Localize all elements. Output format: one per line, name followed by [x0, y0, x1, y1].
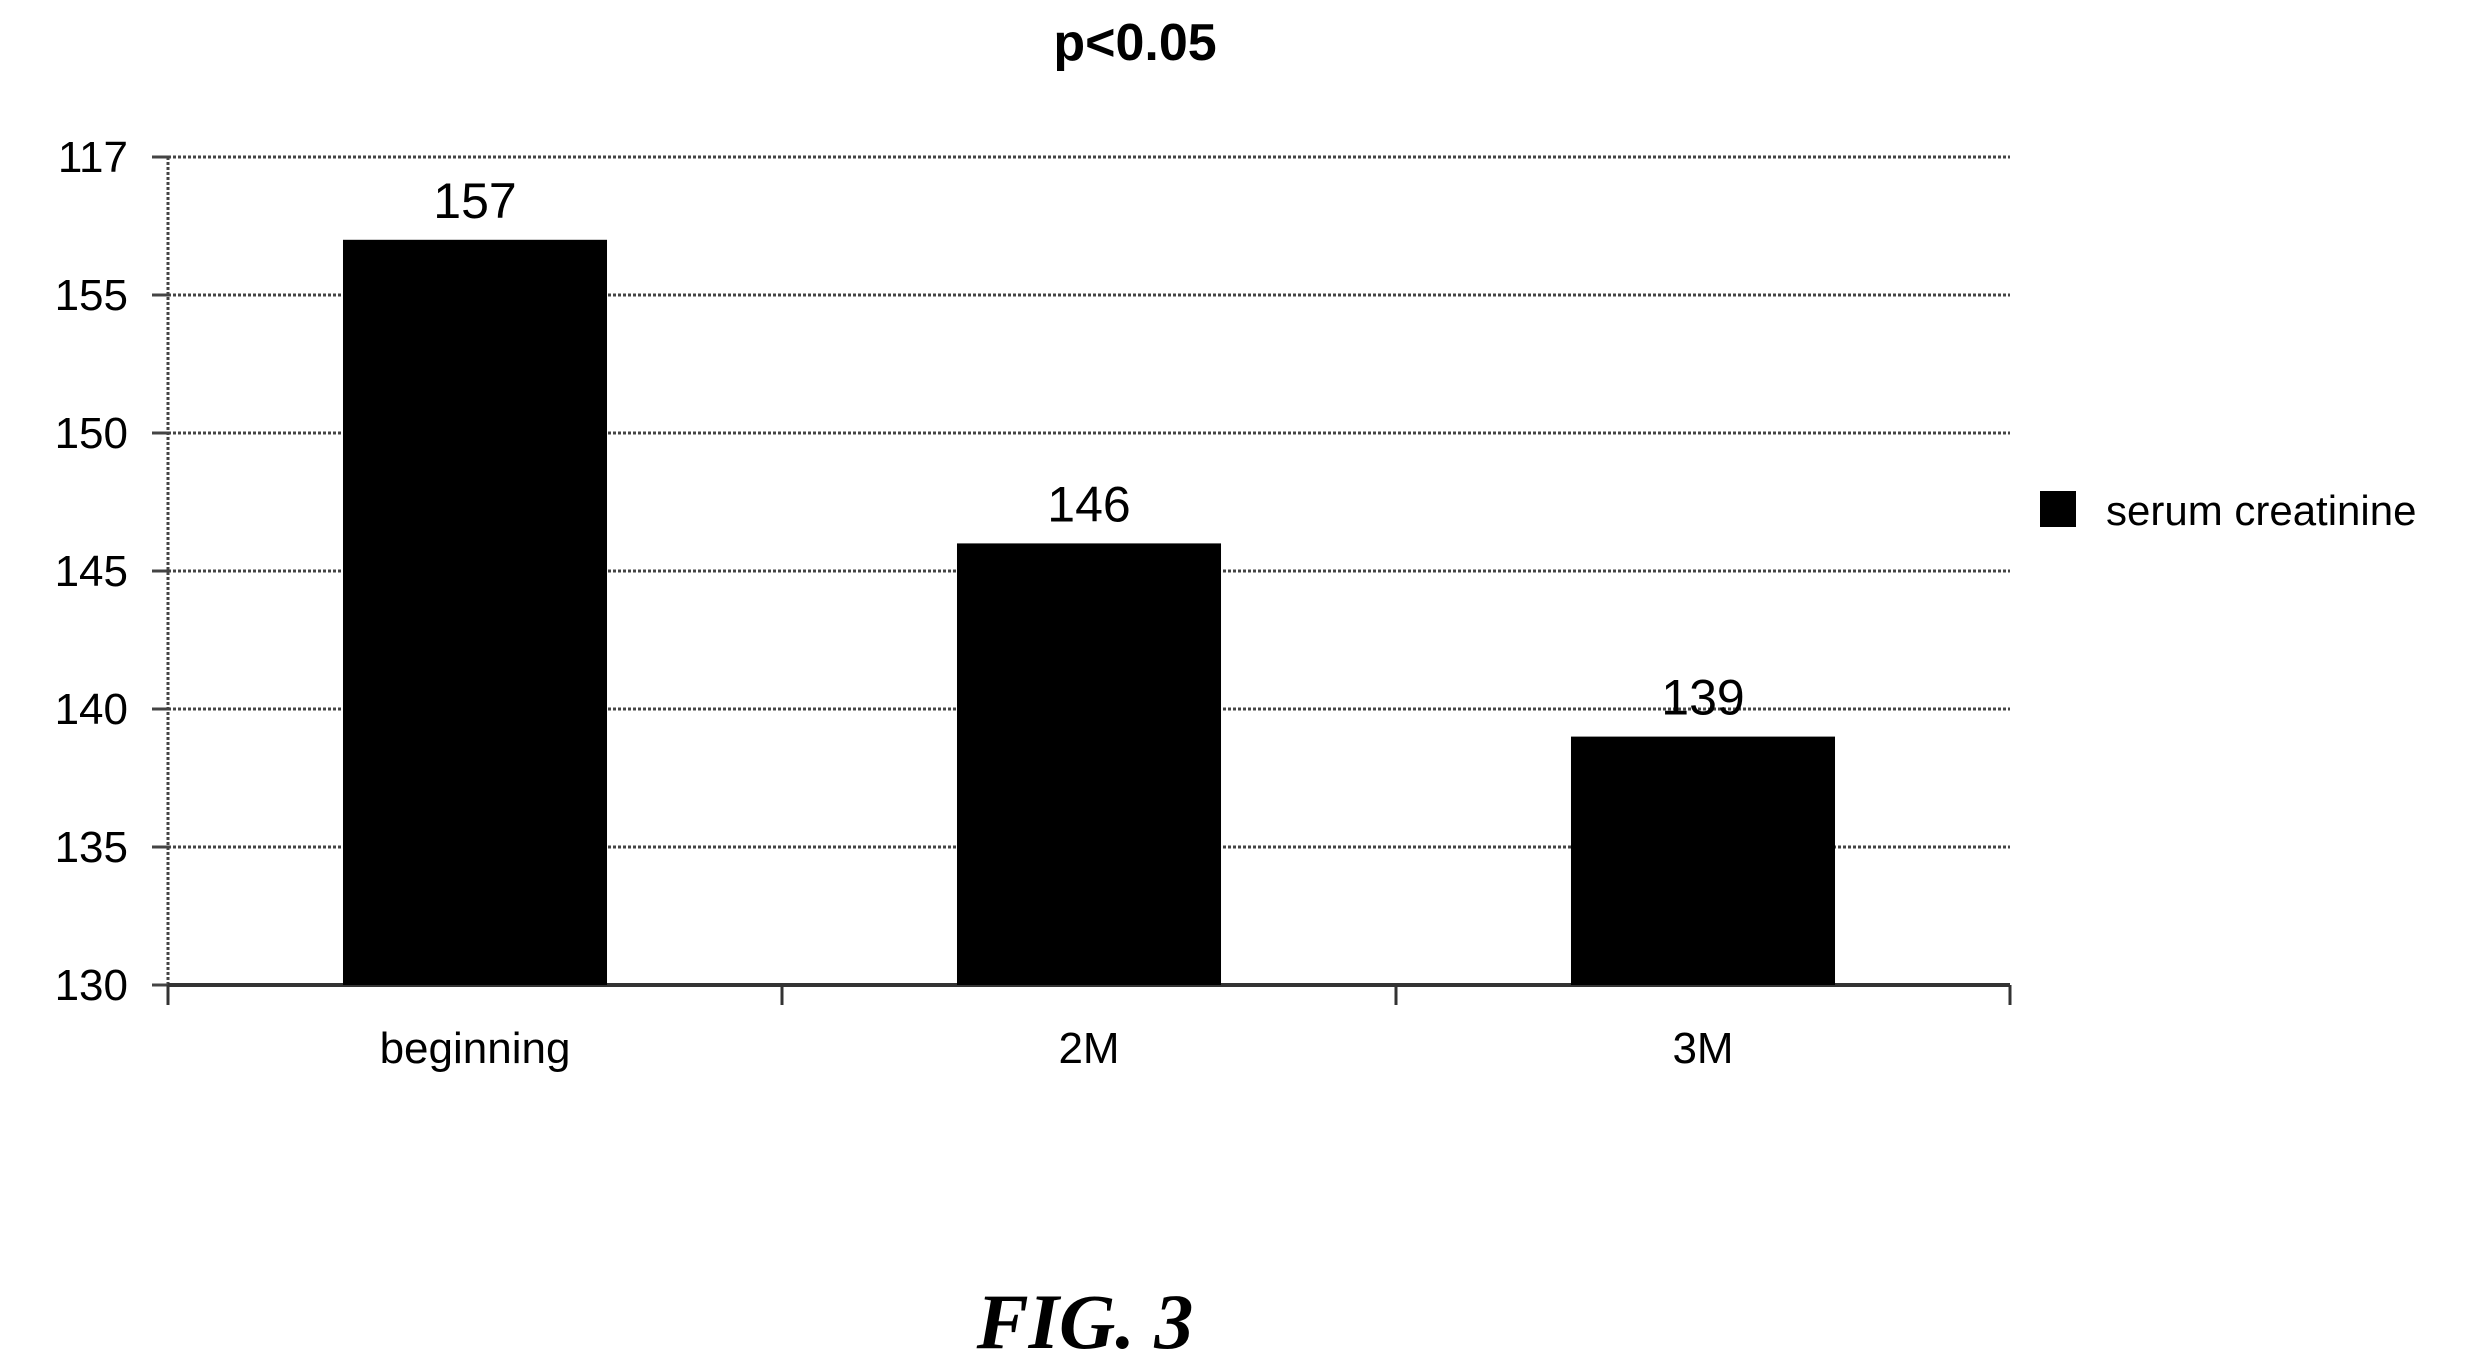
y-axis-tick-labels: 130 135 140 145 150 155 117: [55, 133, 128, 1010]
x-tick-label: beginning: [380, 1024, 571, 1073]
y-tick-label: 155: [55, 271, 128, 320]
x-tick-label: 3M: [1672, 1024, 1733, 1073]
data-label: 146: [1047, 476, 1130, 532]
bar-2m: [956, 543, 1222, 985]
data-labels: 157 146 139: [433, 173, 1744, 726]
bars: [342, 239, 1836, 986]
y-tick-label: 117: [58, 133, 128, 182]
y-tick-label: 150: [55, 409, 128, 458]
data-label: 139: [1661, 670, 1744, 726]
y-tick-label: 135: [55, 823, 128, 872]
figure-caption: FIG. 3: [976, 1278, 1194, 1365]
y-tick-label: 140: [55, 685, 128, 734]
chart-title: p<0.05: [1053, 14, 1216, 72]
legend-label-serum-creatinine: serum creatinine: [2106, 487, 2416, 534]
legend-swatch-serum-creatinine: [2040, 491, 2076, 527]
bar-beginning: [342, 239, 608, 986]
x-tick-label: 2M: [1058, 1024, 1119, 1073]
data-label: 157: [433, 173, 516, 229]
bar-3m: [1570, 736, 1836, 985]
x-axis-tick-labels: beginning 2M 3M: [380, 1024, 1734, 1073]
legend: serum creatinine: [2040, 487, 2416, 534]
y-tick-label: 130: [55, 961, 128, 1010]
y-tick-label: 145: [55, 547, 128, 596]
